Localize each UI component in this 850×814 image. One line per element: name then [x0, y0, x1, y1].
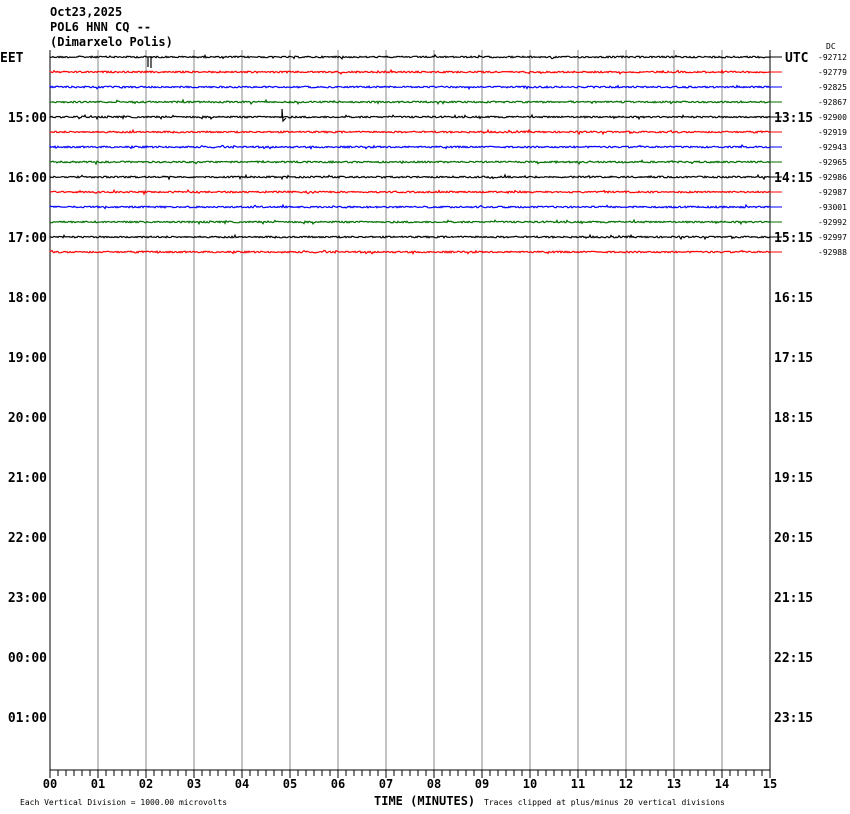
labels: 15:00 16:00 17:00 18:00 19:00 20:00 21:00 22:00…	[8, 53, 847, 726]
trace-line-2	[49, 84, 771, 91]
event-spike	[281, 108, 287, 123]
trace-line-1	[49, 68, 771, 75]
x-tick-label: 12	[619, 777, 633, 791]
dc-offset-label: -92779	[818, 68, 847, 77]
x-tick-label: 08	[427, 777, 441, 791]
scale-note: Each Vertical Division = 1000.00 microvo…	[20, 798, 227, 807]
clip-note: Traces clipped at plus/minus 20 vertical…	[484, 798, 725, 807]
trace-line-10	[49, 203, 770, 210]
trace-line-12	[49, 233, 771, 241]
station-id: POL6 HNN CQ --	[50, 20, 151, 34]
x-tick-label: 03	[187, 777, 201, 791]
right-hour-label: 15:15	[774, 231, 813, 246]
left-hour-label: 15:00	[8, 111, 47, 126]
x-tick-label: 00	[43, 777, 57, 791]
right-hour-label: 18:15	[774, 411, 813, 426]
dc-offset-label: -92712	[818, 53, 847, 62]
x-tick-label: 14	[715, 777, 729, 791]
trace-line-6	[49, 143, 771, 151]
traces	[49, 53, 782, 256]
event-spike	[147, 57, 152, 68]
dc-offset-label: -92943	[818, 143, 847, 152]
dc-offset-label: -92987	[818, 188, 847, 197]
dc-offset-label: -92867	[818, 98, 847, 107]
trace-line-8	[49, 173, 771, 181]
dc-offset-label: -92965	[818, 158, 847, 167]
dc-offset-label: -92986	[818, 173, 847, 182]
right-timezone: UTC	[785, 51, 808, 66]
x-tick-label: 11	[571, 777, 585, 791]
x-axis: 00 01 02 03 04 05 06 07 08 09 10 11 12 13 14 15	[43, 769, 777, 791]
left-hour-label: 23:00	[8, 591, 47, 606]
x-tick-label: 04	[235, 777, 249, 791]
left-hour-label: 19:00	[8, 351, 47, 366]
station-location: (Dimarxelo Polis)	[50, 35, 173, 49]
right-hour-label: 19:15	[774, 471, 813, 486]
right-hour-label: 23:15	[774, 711, 813, 726]
trace-line-0	[49, 53, 770, 60]
trace-line-13	[49, 249, 771, 256]
x-tick-label: 01	[91, 777, 105, 791]
dc-label: DC	[826, 42, 836, 51]
x-axis-label: TIME (MINUTES)	[374, 794, 475, 808]
trace-line-4	[49, 113, 771, 121]
right-hour-label: 16:15	[774, 291, 813, 306]
right-hour-label: 14:15	[774, 171, 813, 186]
dc-offset-label: -92997	[818, 233, 847, 242]
right-hour-label: 13:15	[774, 111, 813, 126]
x-tick-label: 10	[523, 777, 537, 791]
left-hour-label: 21:00	[8, 471, 47, 486]
right-hour-label: 20:15	[774, 531, 813, 546]
dc-offset-label: -92919	[818, 128, 847, 137]
x-tick-label: 05	[283, 777, 297, 791]
left-hour-label: 16:00	[8, 171, 47, 186]
trace-line-3	[49, 98, 771, 106]
dc-offset-label: -92825	[818, 83, 847, 92]
chart-date: Oct23,2025	[50, 5, 122, 19]
x-tick-label: 13	[667, 777, 681, 791]
x-tick-label: 07	[379, 777, 393, 791]
left-timezone: EET	[0, 51, 24, 66]
x-tick-label: 15	[763, 777, 777, 791]
x-tick-label: 06	[331, 777, 345, 791]
trace-line-9	[49, 188, 771, 196]
x-tick-label: 09	[475, 777, 489, 791]
dc-offset-label: -92900	[818, 113, 847, 122]
trace-line-5	[49, 128, 771, 136]
right-hour-label: 21:15	[774, 591, 813, 606]
dc-offset-label: -92992	[818, 218, 847, 227]
left-hour-label: 17:00	[8, 231, 47, 246]
grid	[49, 50, 771, 770]
trace-line-11	[49, 218, 771, 226]
left-hour-label: 00:00	[8, 651, 47, 666]
dc-offset-label: -92988	[818, 248, 847, 257]
left-hour-label: 22:00	[8, 531, 47, 546]
x-tick-label: 02	[139, 777, 153, 791]
dc-offset-label: -93001	[818, 203, 847, 212]
right-hour-label: 17:15	[774, 351, 813, 366]
right-hour-label: 22:15	[774, 651, 813, 666]
trace-line-7	[49, 159, 771, 166]
left-hour-label: 20:00	[8, 411, 47, 426]
left-hour-label: 18:00	[8, 291, 47, 306]
left-hour-label: 01:00	[8, 711, 47, 726]
